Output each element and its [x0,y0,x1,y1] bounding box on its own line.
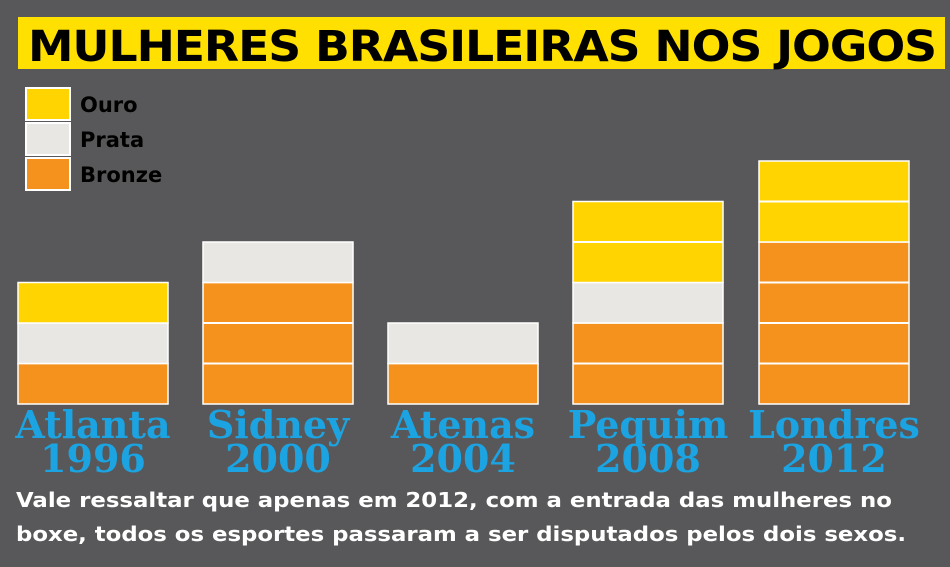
footnote: boxe, todos os esportes passaram a ser d… [16,522,906,546]
medal-segment [387,322,539,365]
category-label: Pequim 2008 [568,402,729,481]
medal-segment [202,241,354,284]
medal-segment [202,281,354,405]
legend-label: Prata [80,128,144,152]
medal-segment [17,281,169,324]
medal-segment [17,362,169,405]
title-band [18,17,945,69]
category-label: Atenas 2004 [390,402,535,481]
legend-swatch [25,157,71,191]
legend-label: Bronze [80,163,162,187]
legend-swatch [25,87,71,121]
medal-segment [387,362,539,405]
footnote: Vale ressaltar que apenas em 2012, com a… [16,488,892,512]
medal-segment [17,322,169,365]
category-label: Londres 2012 [748,402,920,481]
chart-title: MULHERES BRASILEIRAS NOS JOGOS [28,22,936,72]
legend-swatch [25,122,71,156]
category-label: Atlanta 1996 [14,402,170,481]
category-label: Sidney 2000 [207,402,350,481]
legend-label: Ouro [80,93,138,117]
medal-segment [572,281,724,324]
